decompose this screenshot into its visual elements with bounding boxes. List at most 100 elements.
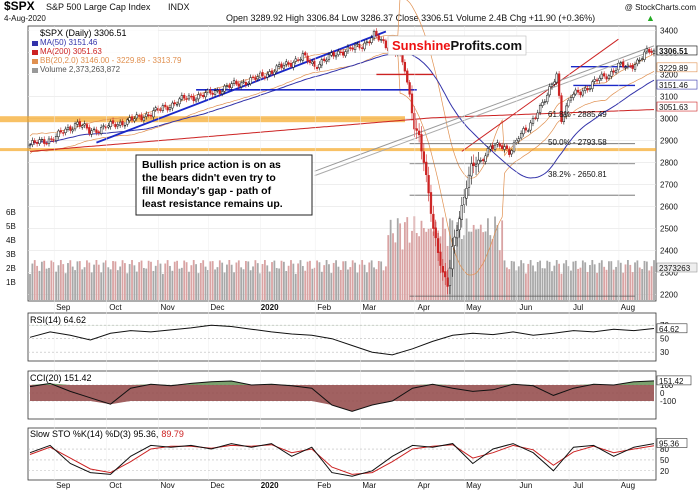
- volume-bar: [579, 267, 582, 300]
- volume-tick-label: 3B: [6, 250, 16, 259]
- credit: @ StockCharts.com: [625, 3, 697, 12]
- candle-body: [436, 238, 440, 253]
- volume-bar: [69, 260, 72, 300]
- volume-bar: [183, 260, 186, 300]
- candle-body: [432, 213, 435, 229]
- volume-bar: [154, 265, 157, 300]
- volume-bar: [496, 224, 499, 300]
- candle-body: [62, 132, 65, 134]
- volume-bar: [513, 261, 515, 300]
- candle-body: [130, 116, 134, 121]
- volume-bar: [145, 268, 148, 300]
- volume-bar: [164, 263, 167, 300]
- candle-body: [204, 92, 207, 98]
- volume-right-label: 2373263: [659, 264, 691, 273]
- candle-body: [448, 267, 452, 286]
- candle-body: [140, 115, 143, 121]
- candle-body: [294, 58, 297, 62]
- candle-body: [619, 62, 622, 65]
- price-axis: 2200 2300 2400 2500 2600 2700 2800 2900 3000 3100…: [6, 26, 698, 299]
- volume-bar: [59, 260, 62, 300]
- candle-body: [444, 271, 447, 278]
- volume-bar: [195, 264, 197, 300]
- candle-body: [439, 251, 442, 266]
- bollinger-lower: [29, 52, 655, 276]
- candle-body: [640, 58, 644, 60]
- volume-bar: [411, 230, 413, 300]
- candle-body: [413, 113, 416, 130]
- volume-bar: [166, 260, 169, 300]
- candle-body: [353, 44, 357, 51]
- candle-body: [81, 125, 84, 128]
- volume-bar: [475, 229, 477, 300]
- price-tick-label: 2600: [660, 202, 678, 211]
- price-tick-label: 2500: [660, 224, 678, 233]
- volume-bar: [76, 261, 79, 300]
- candle-body: [346, 46, 350, 52]
- candle-body: [88, 127, 91, 134]
- volume-bar: [36, 265, 39, 300]
- volume-bar: [188, 271, 190, 300]
- candle-body: [482, 159, 485, 162]
- candle-body: [114, 124, 117, 128]
- volume-bar: [135, 271, 138, 300]
- candle-body: [377, 35, 380, 41]
- volume-bar: [185, 262, 188, 300]
- candle-body: [415, 128, 418, 131]
- candle-body: [45, 143, 48, 145]
- candle-body: [372, 31, 376, 39]
- volume-bar: [237, 260, 240, 300]
- volume-bar: [192, 260, 195, 300]
- volume-bar: [240, 267, 243, 300]
- volume-bar: [389, 219, 392, 300]
- candle-body: [633, 64, 637, 70]
- volume-bar: [126, 273, 129, 300]
- volume-bar: [100, 272, 103, 300]
- volume-bar: [517, 266, 520, 300]
- candle-body: [152, 110, 155, 118]
- volume-bar: [408, 242, 411, 300]
- candle-body: [256, 76, 259, 80]
- legend-background: [30, 28, 158, 78]
- candle-body: [64, 128, 67, 133]
- legend-bb: BB(20,2.0) 3146.00 - 3229.89 - 3313.79: [40, 56, 182, 65]
- volume-bar: [107, 267, 110, 300]
- candle-body: [187, 95, 191, 100]
- volume-bar: [204, 266, 207, 300]
- volume-bar: [553, 265, 556, 300]
- volume-bar: [380, 261, 383, 300]
- volume-bar: [97, 264, 100, 300]
- candle-body: [541, 102, 544, 106]
- volume-bar: [615, 266, 617, 300]
- candle-body: [109, 121, 112, 127]
- candle-body: [38, 139, 41, 144]
- volume-bar: [572, 261, 575, 300]
- candle-body: [636, 59, 639, 65]
- volume-bar: [349, 267, 352, 300]
- candle-body: [254, 77, 257, 80]
- indicator-tick-label: 80: [660, 445, 669, 454]
- volume-bar: [515, 270, 518, 300]
- month-label: Jun: [519, 303, 532, 312]
- candle-body: [652, 50, 656, 54]
- candle-body: [569, 97, 573, 101]
- month-label: Feb: [317, 481, 331, 490]
- candle-body: [638, 59, 641, 62]
- candle-body: [548, 86, 551, 96]
- volume-bar: [624, 264, 627, 300]
- candle-body: [270, 70, 274, 74]
- volume-bar: [648, 270, 651, 300]
- volume-bar: [543, 268, 546, 300]
- candle-body: [173, 102, 176, 105]
- candle-body: [375, 30, 378, 36]
- volume-bar: [299, 260, 302, 300]
- candle-body: [489, 145, 492, 150]
- candle-body: [505, 145, 509, 149]
- volume-bar: [645, 261, 648, 300]
- sto-title-k: Slow STO %K(14) %D(3) 95.36,: [30, 429, 158, 439]
- price-tick-label: 2400: [660, 246, 678, 255]
- volume-bar: [268, 271, 271, 300]
- candle-body: [610, 71, 613, 77]
- price-tick-label: 2200: [660, 290, 678, 299]
- candle-body: [166, 106, 169, 111]
